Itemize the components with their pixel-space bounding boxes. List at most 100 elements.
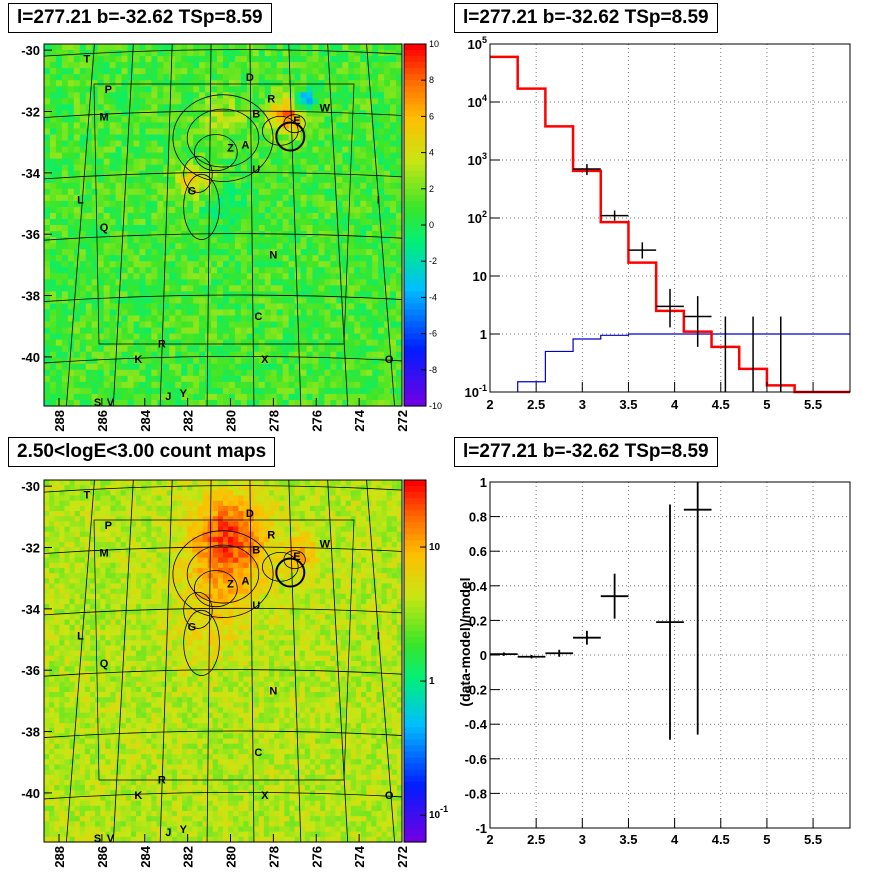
map-cell xyxy=(330,363,337,371)
map-cell xyxy=(151,98,158,105)
map-cell xyxy=(100,526,106,533)
map-cell xyxy=(105,821,112,828)
map-cell xyxy=(115,800,122,807)
map-cell xyxy=(223,56,230,63)
map-cell xyxy=(145,146,152,154)
map-cell xyxy=(79,218,87,226)
map-cell xyxy=(223,116,230,124)
map-cell xyxy=(97,309,105,317)
map-cell xyxy=(258,231,266,238)
map-cell xyxy=(360,188,367,196)
map-cell xyxy=(145,56,152,63)
map-cell xyxy=(378,399,385,407)
source-label: W xyxy=(320,102,331,114)
map-cell xyxy=(384,375,391,383)
map-cell xyxy=(336,351,343,359)
map-cell xyxy=(342,62,349,69)
map-cell xyxy=(348,249,355,256)
map-cell xyxy=(120,795,127,802)
map-cell xyxy=(348,261,355,268)
map-cell xyxy=(300,255,308,262)
map-cell xyxy=(354,399,361,407)
map-cell xyxy=(97,345,105,353)
map-cell xyxy=(270,225,278,232)
map-cell xyxy=(312,357,320,365)
map-cell xyxy=(69,542,76,548)
map-cell xyxy=(205,128,212,136)
map-cell xyxy=(199,86,206,93)
map-cell xyxy=(105,583,112,590)
map-cell xyxy=(276,188,284,196)
map-cell xyxy=(90,490,96,497)
map-cell xyxy=(121,56,129,63)
map-cell xyxy=(318,387,326,395)
map-cell xyxy=(120,785,127,791)
map-cell xyxy=(348,188,355,196)
map-cell xyxy=(217,351,224,359)
map-cell xyxy=(175,303,182,311)
map-cell xyxy=(264,128,272,136)
map-cell xyxy=(348,170,355,178)
map-cell xyxy=(90,480,96,486)
map-cell xyxy=(312,110,320,117)
map-cell xyxy=(90,686,96,693)
map-cell xyxy=(288,249,296,256)
map-cell xyxy=(318,399,326,407)
map-cell xyxy=(84,816,91,822)
source-label: U xyxy=(252,164,260,176)
map-cell xyxy=(125,505,132,512)
map-cell xyxy=(378,375,385,383)
map-cell xyxy=(67,200,75,208)
map-cell xyxy=(372,339,379,347)
map-cell xyxy=(228,249,236,256)
map-cell xyxy=(312,363,320,371)
map-cell xyxy=(306,134,314,142)
map-cell xyxy=(282,309,290,317)
map-cell xyxy=(139,393,147,401)
map-cell xyxy=(181,128,188,136)
map-cell xyxy=(79,212,87,220)
map-cell xyxy=(223,333,230,341)
map-cell xyxy=(120,707,127,714)
map-cell xyxy=(55,345,63,353)
map-cell xyxy=(336,134,343,142)
map-cell xyxy=(110,531,117,538)
map-cell xyxy=(211,98,218,105)
map-cell xyxy=(342,255,349,262)
map-cell xyxy=(64,666,71,672)
map-cell xyxy=(84,785,91,791)
map-cell xyxy=(199,188,206,196)
map-cell xyxy=(49,650,55,657)
map-cell xyxy=(73,212,81,220)
map-cell xyxy=(330,279,337,286)
map-cell xyxy=(384,393,391,401)
map-cell xyxy=(79,333,87,341)
map-cell xyxy=(95,743,101,750)
map-cell xyxy=(103,68,111,75)
map-cell xyxy=(169,399,176,407)
map-cell xyxy=(79,315,87,323)
map-cell xyxy=(258,104,266,111)
map-cell xyxy=(73,158,81,166)
map-cell xyxy=(105,552,112,559)
map-cell xyxy=(49,273,57,280)
map-cell xyxy=(79,733,86,740)
map-cell xyxy=(330,206,337,214)
map-cell xyxy=(127,375,135,383)
map-cell xyxy=(318,122,326,130)
map-cell xyxy=(336,212,343,220)
map-cell xyxy=(64,490,71,497)
map-cell xyxy=(372,315,379,323)
map-cell xyxy=(396,116,403,124)
map-cell xyxy=(61,387,69,395)
map-cell xyxy=(90,578,96,585)
map-cell xyxy=(169,279,176,286)
map-cell xyxy=(336,80,343,87)
map-cell xyxy=(342,375,349,383)
map-cell xyxy=(348,327,355,335)
map-cell xyxy=(54,723,60,729)
map-cell xyxy=(193,62,200,69)
map-cell xyxy=(73,128,81,136)
map-cell xyxy=(396,50,403,57)
map-cell xyxy=(91,44,99,51)
